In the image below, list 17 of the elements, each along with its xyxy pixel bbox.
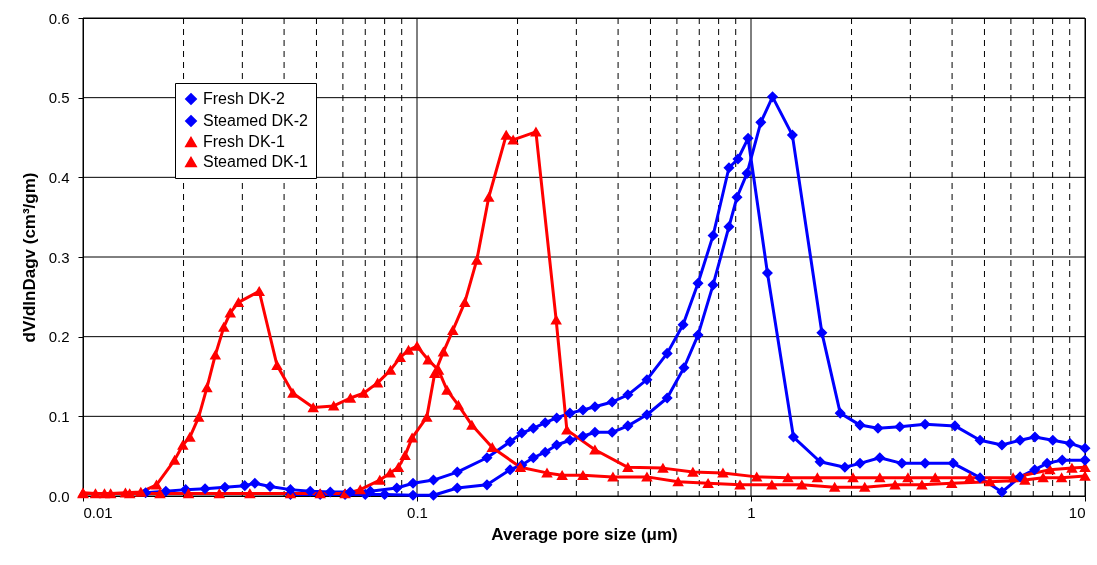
x-tick-label: 0.01 [83,503,113,521]
x-axis-title: Average pore size (μm) [491,524,678,544]
legend-label: Steamed DK-2 [203,112,309,129]
y-tick-label: 0.2 [48,328,70,346]
y-tick-label: 0.1 [48,407,70,425]
legend-label: Fresh DK-2 [203,90,285,107]
y-tick-label: 0.4 [48,168,70,186]
y-tick-label: 0.5 [48,89,70,107]
legend-label: Steamed DK-1 [203,153,309,170]
y-tick-label: 0.3 [48,248,70,266]
legend-label: Fresh DK-1 [203,133,285,150]
x-tick-label: 10 [1068,503,1086,521]
y-tick-label: 0.0 [48,487,70,505]
x-tick-label: 1 [747,503,756,521]
y-tick-label: 0.6 [48,9,70,27]
x-tick-label: 0.1 [407,503,428,521]
y-axis-title: dV/dlnDagv (cm³/gm) [19,172,39,343]
